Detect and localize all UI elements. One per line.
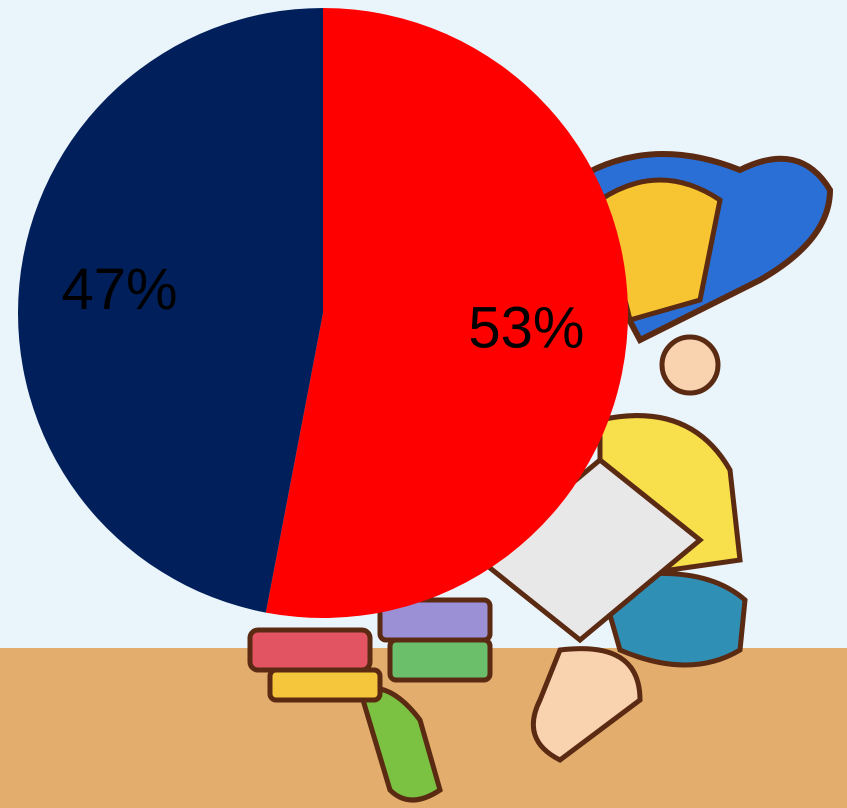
- pie-slice: [17, 8, 323, 613]
- pie: 53% 47%: [17, 8, 628, 618]
- data-label: 47%: [62, 257, 178, 322]
- data-label: 53%: [468, 296, 584, 361]
- illustration: [247, 151, 834, 803]
- pie-slice: [265, 8, 628, 618]
